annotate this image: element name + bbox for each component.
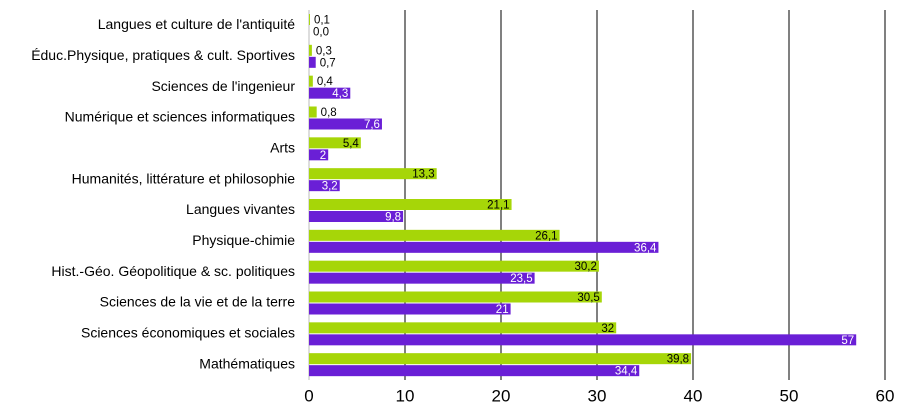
data-label: 13,3 <box>412 169 434 181</box>
bar <box>309 272 535 284</box>
x-tick-label: 10 <box>396 386 415 405</box>
data-label: 23,5 <box>510 273 532 285</box>
y-tick-label: Hist.-Géo. Géopolitique & sc. politiques <box>51 263 295 279</box>
bar <box>309 168 437 180</box>
data-label: 34,4 <box>615 366 638 378</box>
y-tick-label: Éduc.Physique, pratiques & cult. Sportiv… <box>31 47 295 63</box>
bar <box>309 14 310 25</box>
x-tick-label: 40 <box>684 386 703 405</box>
data-label: 0,4 <box>317 76 334 88</box>
bar <box>309 334 857 346</box>
data-label: 30,5 <box>577 292 599 304</box>
y-tick-label: Humanités, littérature et philosophie <box>72 170 296 186</box>
data-label: 36,4 <box>634 242 657 254</box>
bar <box>309 260 599 272</box>
bar <box>309 180 340 192</box>
bar <box>309 118 382 130</box>
data-label: 0,3 <box>316 45 332 57</box>
y-tick-label: Physique-chimie <box>192 232 295 248</box>
data-label: 3,2 <box>322 181 338 193</box>
y-tick-label: Mathématiques <box>199 355 295 371</box>
bar <box>309 75 313 87</box>
bar <box>309 106 317 118</box>
data-label: 32 <box>601 323 614 335</box>
data-label: 5,4 <box>343 138 360 150</box>
bar <box>309 137 361 149</box>
x-tick-label: 30 <box>588 386 607 405</box>
y-tick-label: Numérique et sciences informatiques <box>65 109 295 125</box>
bar <box>309 365 640 377</box>
bar <box>309 56 316 68</box>
x-tick-label: 0 <box>304 386 313 405</box>
x-tick-label: 60 <box>876 386 895 405</box>
y-tick-label: Sciences économiques et sociales <box>81 325 295 341</box>
bar <box>309 241 659 253</box>
bar <box>309 87 351 99</box>
data-label: 0,0 <box>313 27 329 39</box>
x-tick-label: 50 <box>780 386 799 405</box>
bar <box>309 44 312 56</box>
data-label: 21 <box>496 304 509 316</box>
bar <box>309 303 511 315</box>
data-label: 21,1 <box>487 200 509 212</box>
data-label: 2 <box>320 150 326 162</box>
bar <box>309 322 617 334</box>
data-label: 0,7 <box>320 57 336 69</box>
data-label: 7,6 <box>364 119 380 131</box>
data-label: 0,1 <box>314 15 330 27</box>
y-tick-label: Langues vivantes <box>186 201 295 217</box>
data-label: 57 <box>841 335 854 347</box>
x-tick-label: 20 <box>492 386 511 405</box>
bar <box>309 199 512 210</box>
bar <box>309 291 602 303</box>
bar <box>309 229 560 241</box>
data-label: 4,3 <box>332 88 348 100</box>
bar <box>309 353 692 365</box>
data-label: 39,8 <box>667 354 689 366</box>
y-tick-label: Arts <box>270 140 295 156</box>
y-tick-label: Sciences de l'ingenieur <box>151 78 295 94</box>
data-label: 30,2 <box>575 261 597 273</box>
bar <box>309 211 404 222</box>
data-label: 9,8 <box>385 212 401 224</box>
y-tick-label: Sciences de la vie et de la terre <box>100 294 296 310</box>
bar <box>309 149 329 161</box>
data-label: 26,1 <box>535 230 557 242</box>
y-tick-label: Langues et culture de l'antiquité <box>98 16 295 32</box>
data-label: 0,8 <box>321 107 337 119</box>
